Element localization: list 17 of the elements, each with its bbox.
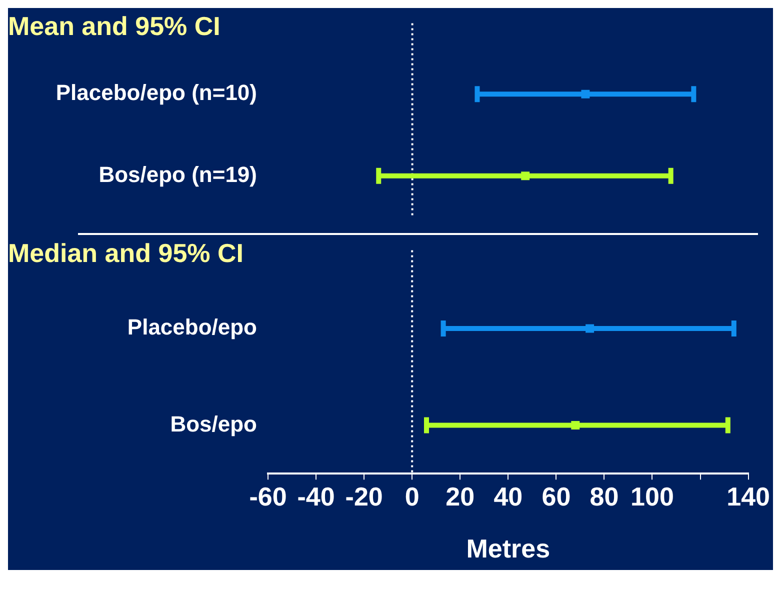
x-tick-label: -20	[345, 481, 383, 512]
x-tick-label: 80	[590, 481, 619, 512]
y-tick-label: Bos/epo	[170, 411, 257, 436]
y-tick-label: Bos/epo (n=19)	[98, 162, 257, 187]
x-tick-label: -60	[249, 481, 287, 512]
x-tick-label: 60	[542, 481, 571, 512]
x-tick-label: 140	[726, 481, 770, 512]
x-tick-label: 100	[630, 481, 674, 512]
chart-title: Median and 95% CI	[8, 238, 244, 268]
x-tick-label: 0	[404, 481, 420, 512]
y-tick-label: Placebo/epo (n=10)	[56, 80, 257, 106]
chart-title: Mean and 95% CI	[8, 10, 220, 41]
y-tick-label: Placebo/epo	[127, 314, 257, 340]
x-tick-label: -40	[297, 481, 335, 512]
x-tick-label: 20	[446, 481, 475, 512]
x-axis-title: Metres	[466, 534, 550, 564]
x-tick-label: 40	[494, 481, 523, 512]
